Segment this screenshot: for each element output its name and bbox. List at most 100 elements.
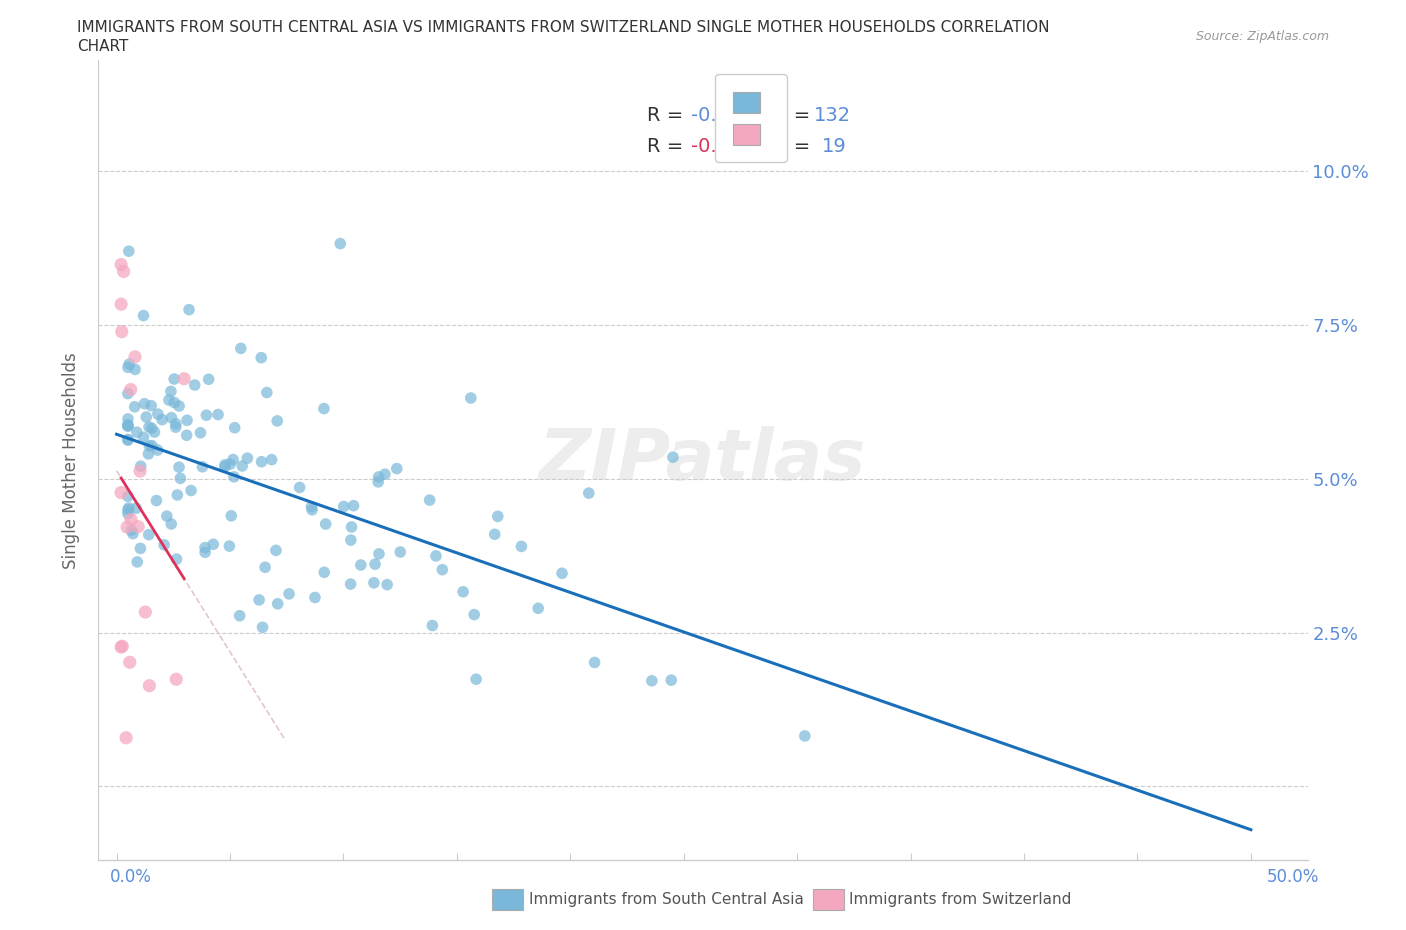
Point: [180, 483, 202, 498]
Point: [138, 439, 160, 454]
Point: [115, 730, 138, 745]
Point: [129, 458, 152, 473]
Point: [117, 418, 139, 433]
Point: [112, 264, 135, 279]
Point: [247, 592, 270, 607]
Point: [250, 454, 273, 469]
Point: [222, 470, 245, 485]
Point: [124, 350, 146, 365]
Text: CHART: CHART: [77, 39, 129, 54]
Point: [252, 619, 274, 634]
Point: [111, 639, 134, 654]
Point: [228, 608, 250, 623]
Point: [122, 526, 145, 541]
Point: [110, 297, 132, 312]
Point: [117, 502, 139, 517]
Point: [145, 493, 167, 508]
Point: [264, 543, 287, 558]
Point: [117, 360, 139, 375]
Point: [117, 506, 139, 521]
Point: [224, 420, 246, 435]
Point: [527, 601, 550, 616]
Point: [301, 502, 323, 517]
Point: [156, 509, 179, 524]
Point: [167, 399, 190, 414]
Point: [260, 452, 283, 467]
Point: [141, 421, 163, 436]
Point: [176, 428, 198, 443]
Text: 0.0%: 0.0%: [110, 868, 152, 885]
Point: [197, 372, 219, 387]
Point: [364, 557, 387, 572]
Point: [163, 372, 186, 387]
Text: IMMIGRANTS FROM SOUTH CENTRAL ASIA VS IMMIGRANTS FROM SWITZERLAND SINGLE MOTHER : IMMIGRANTS FROM SOUTH CENTRAL ASIA VS IM…: [77, 20, 1050, 35]
Point: [127, 519, 149, 534]
Point: [254, 560, 277, 575]
Point: [367, 474, 389, 489]
Text: 132: 132: [814, 106, 852, 126]
Point: [141, 438, 163, 453]
Text: N =: N =: [773, 137, 823, 155]
Point: [143, 425, 166, 440]
Point: [218, 538, 240, 553]
Text: ZIPatlas: ZIPatlas: [540, 426, 866, 495]
Point: [120, 523, 142, 538]
Point: [342, 498, 364, 513]
Point: [389, 545, 412, 560]
Text: Immigrants from Switzerland: Immigrants from Switzerland: [849, 892, 1071, 907]
Point: [117, 418, 139, 432]
Point: [229, 341, 252, 356]
Point: [166, 487, 188, 502]
Point: [118, 356, 141, 371]
Point: [551, 565, 574, 580]
Point: [138, 527, 160, 542]
Point: [115, 520, 138, 535]
Point: [157, 392, 180, 407]
Point: [165, 417, 187, 432]
Point: [451, 584, 474, 599]
Point: [160, 410, 183, 425]
Point: [301, 499, 323, 514]
Text: 19: 19: [821, 137, 846, 155]
Point: [312, 401, 335, 416]
Point: [125, 425, 148, 440]
Point: [117, 432, 139, 447]
Point: [339, 577, 361, 591]
Point: [219, 457, 242, 472]
Point: [110, 640, 132, 655]
Text: N =: N =: [773, 106, 817, 126]
Point: [340, 533, 363, 548]
Point: [267, 596, 290, 611]
Point: [486, 509, 509, 524]
Point: [340, 520, 363, 535]
Point: [190, 425, 212, 440]
Point: [332, 499, 354, 514]
Point: [465, 671, 488, 686]
Point: [135, 409, 157, 424]
Point: [207, 407, 229, 422]
Point: [288, 480, 311, 495]
Point: [166, 551, 188, 566]
Point: [118, 500, 141, 515]
Text: -0.199: -0.199: [690, 137, 754, 155]
Point: [150, 412, 173, 427]
Point: [385, 461, 408, 476]
Point: [110, 485, 132, 500]
Point: [250, 351, 273, 365]
Point: [266, 414, 288, 429]
Point: [191, 459, 214, 474]
Point: [132, 308, 155, 323]
Point: [425, 549, 447, 564]
Text: R =: R =: [647, 137, 690, 155]
Point: [153, 538, 176, 552]
Point: [118, 655, 141, 670]
Point: [304, 590, 326, 604]
Point: [132, 430, 155, 445]
Point: [793, 728, 815, 743]
Point: [146, 406, 169, 421]
Point: [118, 244, 141, 259]
Point: [169, 471, 191, 485]
Point: [120, 512, 142, 527]
Point: [374, 467, 396, 482]
Point: [422, 618, 444, 633]
